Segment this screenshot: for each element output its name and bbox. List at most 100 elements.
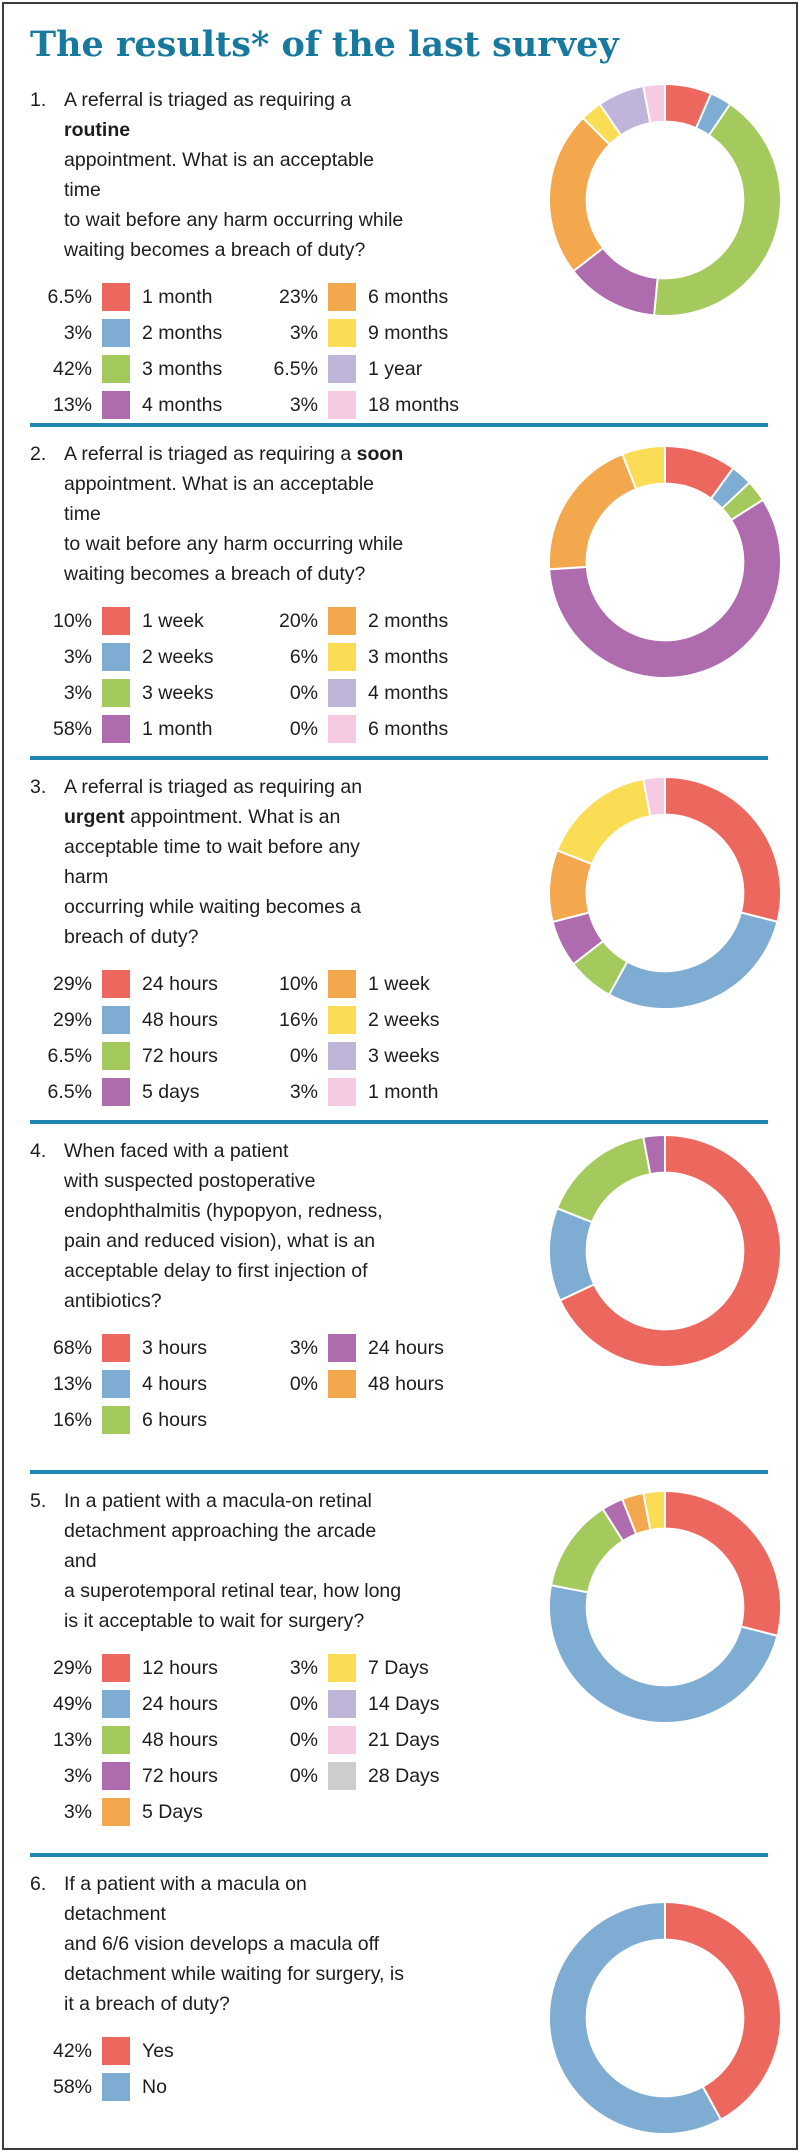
legend-label: 48 hours (142, 1008, 218, 1031)
legend-item: 6.5% 1 year (256, 351, 459, 387)
donut-slice-1-month (548, 498, 782, 680)
question-text: In a patient with a macula-on retinal de… (64, 1490, 402, 1632)
legend-label: 14 Days (368, 1692, 440, 1715)
legend-percentage: 6.5% (47, 1080, 92, 1103)
legend-label: 4 months (142, 393, 223, 416)
legend-label: 72 hours (142, 1764, 218, 1787)
legend: 29% 12 hours 49% 24 hours 13% 48 hours 3% 72 ho… (30, 1650, 768, 1830)
legend-item: 3% 9 months (256, 315, 459, 351)
legend-color-swatch (328, 1726, 356, 1754)
legend-color-swatch (102, 1334, 130, 1362)
legend-label: 1 week (142, 609, 204, 632)
legend-label: 24 hours (142, 972, 218, 995)
legend-item: 6% 3 months (256, 639, 448, 675)
legend-label: 1 month (142, 285, 213, 308)
donut-chart-1 (546, 81, 784, 319)
legend-item: 58% 1 month (30, 711, 256, 747)
legend-percentage: 13% (52, 1728, 92, 1751)
legend-label: 24 hours (142, 1692, 218, 1715)
survey-question-3: 3. A referral is triaged as requiring an… (30, 760, 782, 1124)
legend-column: 20% 2 months 6% 3 months 0% 4 months 0% 6 month… (256, 603, 448, 747)
question-number: 1. (30, 89, 47, 111)
legend-color-swatch (102, 1078, 130, 1106)
legend-color-swatch (328, 1370, 356, 1398)
legend-color-swatch (328, 643, 356, 671)
legend-color-swatch (328, 1006, 356, 1034)
legend-percentage: 6.5% (273, 357, 318, 380)
donut-slice-1-month (642, 775, 666, 818)
question-number: 2. (30, 443, 47, 465)
legend-label: 3 hours (142, 1336, 208, 1359)
donut-slice-2-months (547, 452, 638, 571)
donut-slice-18-months (642, 82, 666, 125)
legend-color-swatch (328, 607, 356, 635)
legend-label: 24 hours (368, 1336, 444, 1359)
legend-percentage: 23% (278, 285, 318, 308)
legend-color-swatch (102, 2073, 130, 2101)
donut-chart-6 (546, 1899, 784, 2137)
question-number: 4. (30, 1140, 47, 1162)
legend-percentage: 3% (289, 393, 318, 416)
question-text: A referral is triaged as requiring a soo… (64, 443, 404, 585)
donut-slice-7-days (642, 1489, 666, 1532)
legend-item: 0% 48 hours (256, 1366, 444, 1402)
question-number: 5. (30, 1490, 47, 1512)
legend-color-swatch (102, 1406, 130, 1434)
legend-color-swatch (328, 283, 356, 311)
legend-item: 3% 5 Days (30, 1794, 256, 1830)
legend-item: 42% 3 months (30, 351, 256, 387)
legend-column: 23% 6 months 3% 9 months 6.5% 1 year 3% 18 mont… (256, 279, 459, 423)
legend-color-swatch (102, 643, 130, 671)
legend-percentage: 58% (52, 2075, 92, 2098)
legend-label: 6 months (368, 717, 449, 740)
legend-label: 3 weeks (142, 681, 214, 704)
legend-item: 3% 3 weeks (30, 675, 256, 711)
legend-percentage: 3% (289, 1080, 318, 1103)
survey-question-2: 2. A referral is triaged as requiring a … (30, 427, 782, 760)
question-text: A referral is triaged as requiring an ur… (64, 776, 363, 948)
survey-question-4: 4. When faced with a patient with suspec… (30, 1124, 782, 1474)
question-6: 6. If a patient with a macula on detachm… (30, 1869, 405, 2019)
legend-item: 3% 24 hours (256, 1330, 444, 1366)
donut-slice-3-months (653, 102, 783, 317)
legend-percentage: 29% (52, 1008, 92, 1031)
legend-item: 20% 2 months (256, 603, 448, 639)
legend-item: 3% 2 months (30, 315, 256, 351)
legend-color-swatch (102, 607, 130, 635)
question-number: 3. (30, 776, 47, 798)
legend-color-swatch (102, 1654, 130, 1682)
legend-percentage: 3% (289, 1656, 318, 1679)
donut-chart-2 (546, 443, 784, 681)
donut-slice-3-months (621, 444, 666, 491)
legend-item: 16% 2 weeks (256, 1002, 440, 1038)
legend-label: 2 weeks (368, 1008, 440, 1031)
legend-item: 0% 6 months (256, 711, 448, 747)
legend-item: 13% 48 hours (30, 1722, 256, 1758)
legend-item: 0% 4 months (256, 675, 448, 711)
donut-slice-3-hours (558, 1133, 782, 1369)
legend: 68% 3 hours 13% 4 hours 16% 6 hours 3% 24 hours… (30, 1330, 768, 1438)
legend-item: 10% 1 week (30, 603, 256, 639)
legend-color-swatch (102, 1690, 130, 1718)
legend-label: 48 hours (142, 1728, 218, 1751)
legend-color-swatch (328, 319, 356, 347)
legend-item: 0% 3 weeks (256, 1038, 440, 1074)
legend: 10% 1 week 3% 2 weeks 3% 3 weeks 58% 1 month 20%… (30, 603, 768, 747)
legend-item: 0% 14 Days (256, 1686, 440, 1722)
legend-item: 6.5% 72 hours (30, 1038, 256, 1074)
legend-column: 29% 12 hours 49% 24 hours 13% 48 hours 3% 72 ho… (30, 1650, 256, 1830)
legend-percentage: 3% (63, 645, 92, 668)
legend-percentage: 42% (52, 357, 92, 380)
legend-percentage: 0% (289, 681, 318, 704)
legend-item: 3% 18 months (256, 387, 459, 423)
legend-color-swatch (328, 679, 356, 707)
legend-item: 3% 7 Days (256, 1650, 440, 1686)
question-text: If a patient with a macula on detachment… (64, 1873, 404, 2015)
legend-percentage: 3% (63, 1764, 92, 1787)
legend-item: 3% 72 hours (30, 1758, 256, 1794)
legend-item: 68% 3 hours (30, 1330, 256, 1366)
legend-percentage: 16% (278, 1008, 318, 1031)
legend-label: 3 weeks (368, 1044, 440, 1067)
legend-label: 4 hours (142, 1372, 208, 1395)
survey-question-6: 6. If a patient with a macula on detachm… (30, 1857, 783, 2145)
